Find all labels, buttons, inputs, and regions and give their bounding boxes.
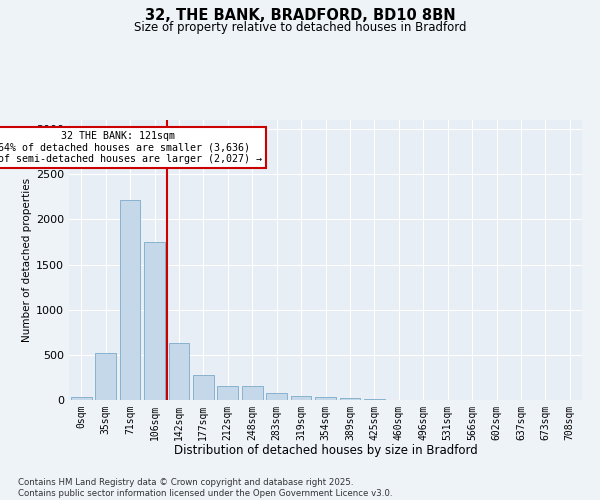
Bar [193,374,214,400]
Bar [242,386,263,400]
Bar [95,353,116,400]
Bar [71,398,92,400]
Text: Size of property relative to detached houses in Bradford: Size of property relative to detached ho… [134,21,466,34]
X-axis label: Distribution of detached houses by size in Bradford: Distribution of detached houses by size … [173,444,478,458]
Text: Contains HM Land Registry data © Crown copyright and database right 2025.
Contai: Contains HM Land Registry data © Crown c… [18,478,392,498]
Bar [315,398,336,400]
Bar [169,343,190,400]
Bar [364,398,385,400]
Bar [340,398,361,400]
Bar [119,200,140,400]
Text: 32, THE BANK, BRADFORD, BD10 8BN: 32, THE BANK, BRADFORD, BD10 8BN [145,8,455,22]
Bar [217,386,238,400]
Bar [266,393,287,400]
Text: 32 THE BANK: 121sqm
← 64% of detached houses are smaller (3,636)
36% of semi-det: 32 THE BANK: 121sqm ← 64% of detached ho… [0,131,262,164]
Y-axis label: Number of detached properties: Number of detached properties [22,178,32,342]
Bar [144,242,165,400]
Bar [290,396,311,400]
